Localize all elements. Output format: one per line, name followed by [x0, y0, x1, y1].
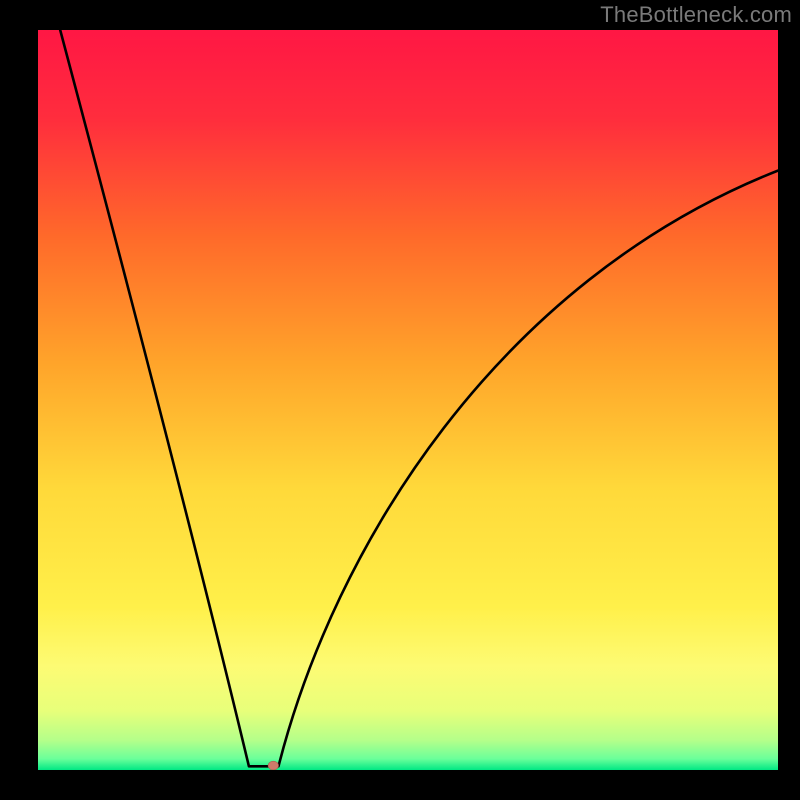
watermark-text: TheBottleneck.com [600, 2, 792, 28]
plot-area [38, 30, 778, 770]
plot-svg [38, 30, 778, 770]
optimum-marker [268, 761, 278, 770]
gradient-background [38, 30, 778, 770]
chart-container: TheBottleneck.com [0, 0, 800, 800]
